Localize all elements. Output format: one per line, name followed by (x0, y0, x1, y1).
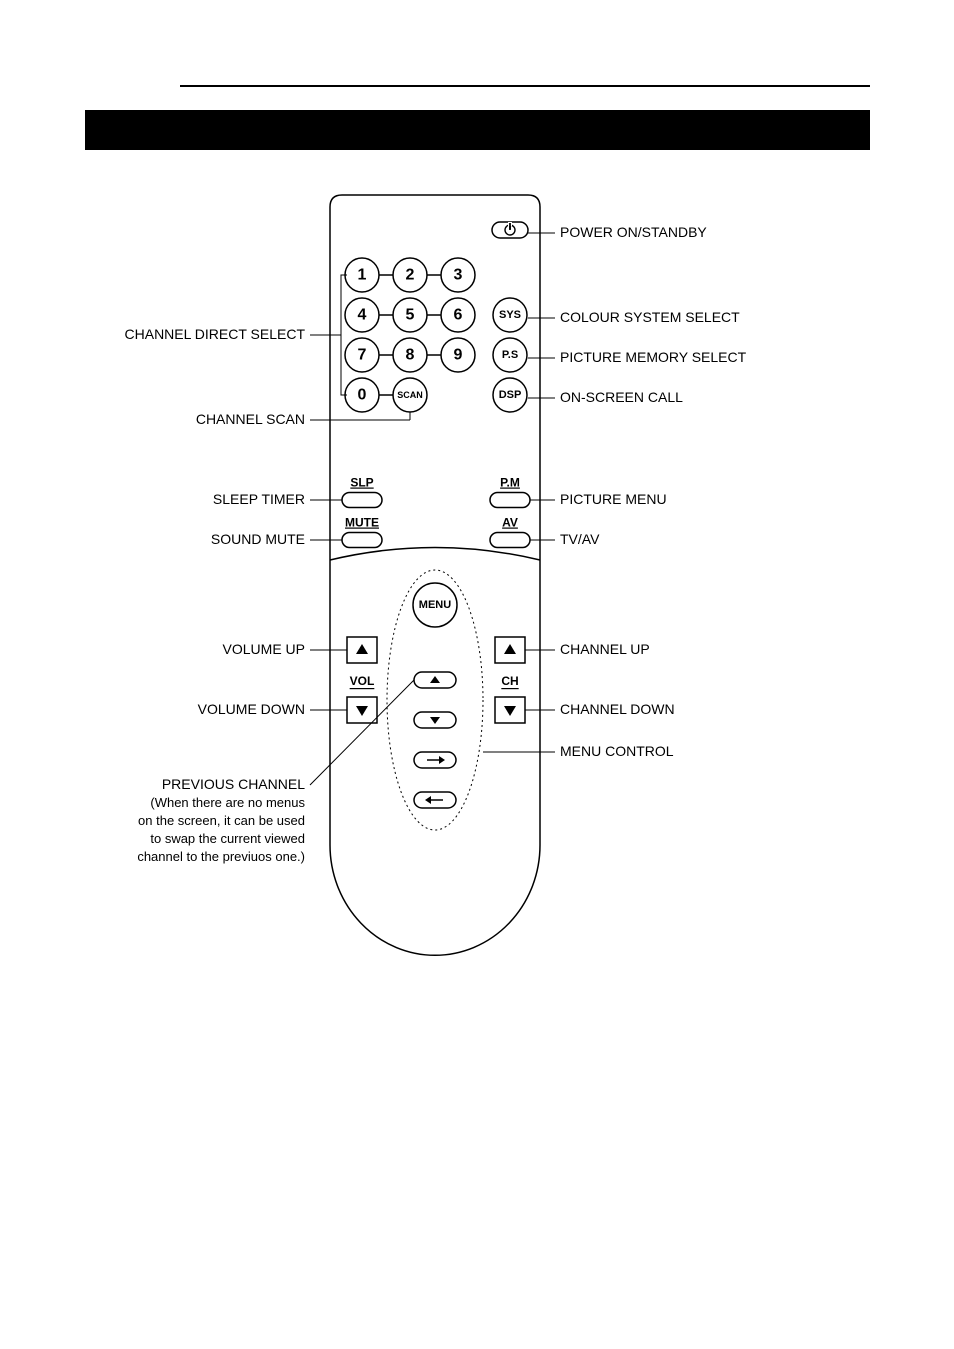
prev-channel-note: to swap the current viewed (150, 831, 305, 846)
svg-text:MUTE: MUTE (345, 516, 379, 530)
digit-8-label: 8 (406, 347, 415, 364)
prev-channel-note: channel to the previuos one.) (137, 849, 305, 864)
callout-text: POWER ON/STANDBY (560, 224, 707, 240)
digit-4-label: 4 (358, 307, 367, 324)
digit-5-label: 5 (406, 307, 415, 324)
svg-text:VOL: VOL (350, 674, 375, 688)
callout-text: SLEEP TIMER (213, 491, 305, 507)
prev-channel-label: PREVIOUS CHANNEL (162, 776, 305, 792)
callout-text: COLOUR SYSTEM SELECT (560, 309, 740, 325)
remote-diagram: 1 2 3 4 5 6 7 8 9 0 SCAN SYS P.S DSP SLP P.M MUTE AV MENU V… (0, 0, 954, 1349)
digit-6-label: 6 (454, 307, 463, 324)
scan-label: SCAN (397, 390, 423, 400)
svg-text:P.M: P.M (500, 476, 520, 490)
pm-button[interactable] (490, 493, 530, 508)
body-arc (330, 548, 540, 561)
callout-text: MENU CONTROL (560, 743, 674, 759)
callout-text: VOLUME DOWN (198, 701, 305, 717)
digit-9-label: 9 (454, 347, 463, 364)
digit-1-label: 1 (358, 267, 367, 284)
digit-0-label: 0 (358, 387, 367, 404)
callout-text: CHANNEL SCAN (196, 411, 305, 427)
prev-channel-note: (When there are no menus (150, 795, 305, 810)
prev-channel-note: on the screen, it can be used (138, 813, 305, 828)
digit-7-label: 7 (358, 347, 367, 364)
callout-text: TV/AV (560, 531, 600, 547)
slp-button[interactable] (342, 493, 382, 508)
page: 1 2 3 4 5 6 7 8 9 0 SCAN SYS P.S DSP SLP P.M MUTE AV MENU V… (0, 0, 954, 1349)
digit-3-label: 3 (454, 267, 463, 284)
callout-text: VOLUME UP (223, 641, 305, 657)
callout-text: PICTURE MENU (560, 491, 667, 507)
svg-text:AV: AV (502, 516, 518, 530)
callout-text: CHANNEL DIRECT SELECT (125, 326, 306, 342)
av-button[interactable] (490, 533, 530, 548)
callout-text: ON-SCREEN CALL (560, 389, 683, 405)
svg-text:P.S: P.S (502, 349, 518, 361)
callout-text: CHANNEL DOWN (560, 701, 675, 717)
svg-text:CH: CH (501, 674, 518, 688)
callout-text: CHANNEL UP (560, 641, 650, 657)
callout-text: PICTURE MEMORY SELECT (560, 349, 747, 365)
svg-text:DSP: DSP (499, 389, 522, 401)
svg-text:SLP: SLP (350, 476, 373, 490)
mute-button[interactable] (342, 533, 382, 548)
svg-text:SYS: SYS (499, 309, 521, 321)
callout-text: SOUND MUTE (211, 531, 305, 547)
callout-leader (310, 680, 414, 785)
svg-text:MENU: MENU (419, 599, 451, 611)
digit-2-label: 2 (406, 267, 415, 284)
